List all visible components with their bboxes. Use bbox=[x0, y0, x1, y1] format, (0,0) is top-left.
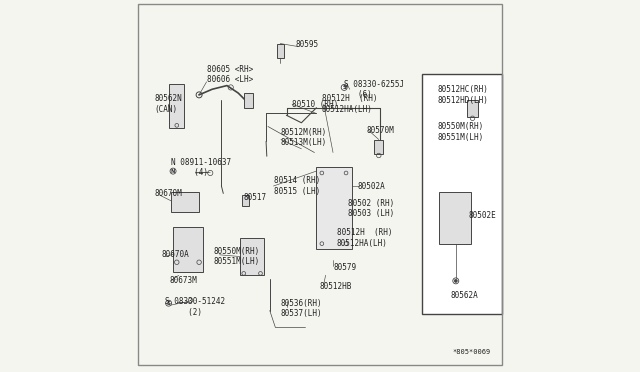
Circle shape bbox=[454, 279, 457, 282]
Text: *805*0069: *805*0069 bbox=[453, 349, 491, 355]
Bar bbox=[244, 93, 253, 108]
Text: N 08911-10637
     (4): N 08911-10637 (4) bbox=[172, 158, 231, 177]
Bar bbox=[316, 167, 351, 249]
Bar bbox=[172, 192, 199, 212]
Circle shape bbox=[170, 168, 176, 174]
Bar bbox=[240, 238, 264, 275]
Text: 80512HB: 80512HB bbox=[320, 282, 353, 291]
Text: S: S bbox=[166, 301, 171, 306]
Circle shape bbox=[341, 84, 347, 90]
Bar bbox=[439, 192, 470, 244]
Text: 80570M: 80570M bbox=[367, 126, 394, 135]
Text: 80550M(RH)
80551M(LH): 80550M(RH) 80551M(LH) bbox=[214, 247, 260, 266]
Text: 80510 (RH): 80510 (RH) bbox=[292, 100, 339, 109]
Text: 80550M(RH)
80551M(LH): 80550M(RH) 80551M(LH) bbox=[437, 122, 483, 142]
Text: 80512H  (RH)
80512HA(LH): 80512H (RH) 80512HA(LH) bbox=[322, 94, 378, 114]
Text: 80512H  (RH)
80512HA(LH): 80512H (RH) 80512HA(LH) bbox=[337, 228, 392, 248]
Text: 80502A: 80502A bbox=[357, 182, 385, 190]
Bar bbox=[277, 44, 284, 58]
Text: 80502 (RH)
80503 (LH): 80502 (RH) 80503 (LH) bbox=[348, 199, 394, 218]
Bar bbox=[467, 100, 478, 117]
Text: 80579: 80579 bbox=[333, 263, 356, 272]
Text: 80670A: 80670A bbox=[162, 250, 189, 259]
Text: N: N bbox=[171, 169, 175, 174]
Text: S 08330-51242
     (2): S 08330-51242 (2) bbox=[164, 297, 225, 317]
Bar bbox=[170, 84, 184, 128]
Text: 80502E: 80502E bbox=[468, 211, 497, 220]
Circle shape bbox=[166, 300, 172, 306]
Bar bbox=[173, 227, 203, 272]
Text: 80562N
(CAN): 80562N (CAN) bbox=[154, 94, 182, 114]
Text: 80512HC(RH)
80512HD(LH): 80512HC(RH) 80512HD(LH) bbox=[437, 85, 488, 105]
Bar bbox=[242, 195, 248, 206]
Text: 80595: 80595 bbox=[296, 40, 319, 49]
Text: 80514 (RH)
80515 (LH): 80514 (RH) 80515 (LH) bbox=[273, 176, 320, 196]
Text: S: S bbox=[342, 85, 346, 90]
Text: 80536(RH)
80537(LH): 80536(RH) 80537(LH) bbox=[281, 299, 323, 318]
Bar bbox=[422, 74, 502, 314]
Text: 80670M: 80670M bbox=[154, 189, 182, 198]
Text: 80517: 80517 bbox=[244, 193, 267, 202]
Text: S 08330-6255J
   (6): S 08330-6255J (6) bbox=[344, 80, 404, 99]
Text: 80512M(RH)
80513M(LH): 80512M(RH) 80513M(LH) bbox=[281, 128, 327, 147]
Text: 80562A: 80562A bbox=[450, 291, 478, 300]
Text: 80673M: 80673M bbox=[170, 276, 197, 285]
Bar bbox=[374, 140, 383, 154]
Text: 80605 <RH>
80606 <LH>: 80605 <RH> 80606 <LH> bbox=[207, 65, 253, 84]
